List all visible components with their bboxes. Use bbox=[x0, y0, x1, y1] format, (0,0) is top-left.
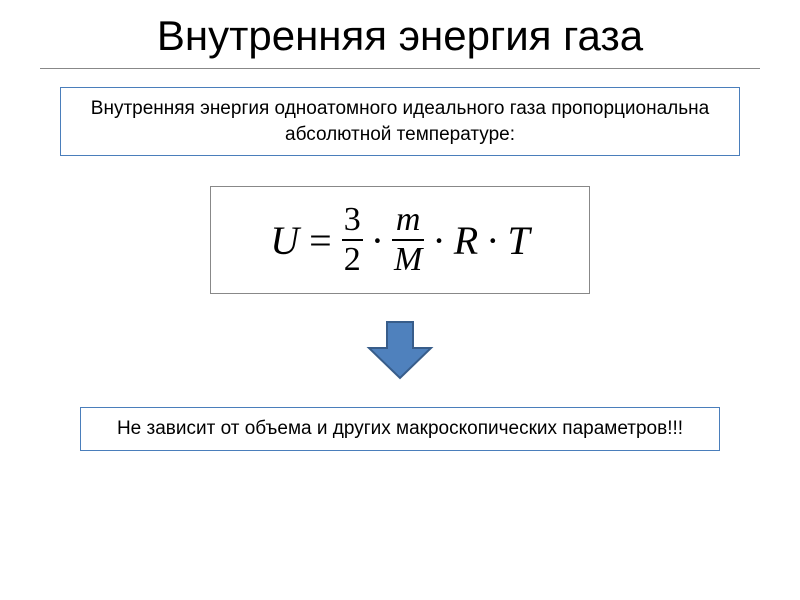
dot-3: · bbox=[486, 217, 499, 264]
arrow-container bbox=[0, 320, 800, 385]
title-underline bbox=[40, 68, 760, 69]
formula-T: T bbox=[507, 217, 529, 264]
formula: U = 3 2 · m M · R · T bbox=[270, 203, 529, 277]
denominator-2: M bbox=[392, 241, 424, 277]
slide-title: Внутренняя энергия газа bbox=[0, 0, 800, 68]
formula-box: U = 3 2 · m M · R · T bbox=[210, 186, 590, 294]
fraction-3-2: 3 2 bbox=[342, 203, 363, 277]
denominator-1: 2 bbox=[342, 241, 363, 277]
formula-R: R bbox=[454, 217, 478, 264]
conclusion-box: Не зависит от объема и других макроскопи… bbox=[80, 407, 720, 451]
numerator-2: m bbox=[394, 203, 423, 239]
dot-1: · bbox=[371, 217, 384, 264]
dot-2: · bbox=[432, 217, 445, 264]
numerator-1: 3 bbox=[342, 203, 363, 239]
formula-equals: = bbox=[309, 217, 332, 264]
fraction-m-M: m M bbox=[392, 203, 424, 277]
down-arrow-icon bbox=[365, 320, 435, 380]
formula-lhs: U bbox=[270, 217, 299, 264]
description-box: Внутренняя энергия одноатомного идеально… bbox=[60, 87, 740, 156]
